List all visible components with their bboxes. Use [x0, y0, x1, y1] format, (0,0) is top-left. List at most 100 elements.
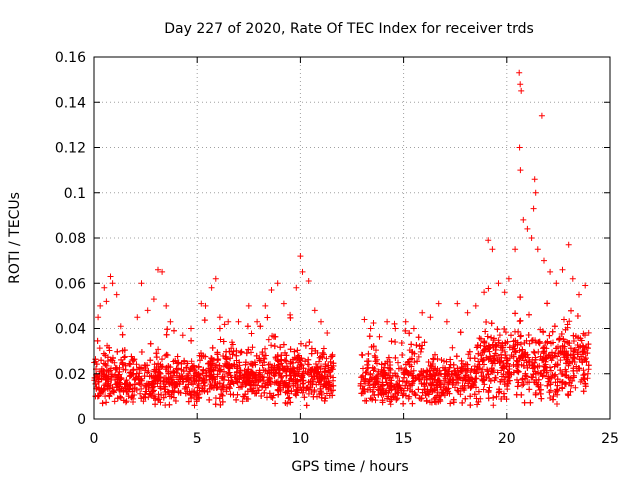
data-point — [584, 350, 591, 357]
data-point — [123, 377, 130, 384]
data-point — [552, 371, 559, 378]
data-point — [175, 359, 182, 366]
data-point — [523, 337, 530, 344]
data-point — [488, 320, 495, 327]
data-point — [569, 275, 576, 282]
data-point — [557, 378, 563, 385]
data-point — [117, 323, 124, 330]
data-point — [116, 368, 123, 375]
data-point — [538, 112, 545, 119]
data-point — [134, 314, 141, 321]
axis-ticks — [93, 56, 611, 420]
data-point — [291, 348, 298, 355]
data-point — [196, 375, 203, 381]
data-point — [188, 358, 195, 365]
data-point — [246, 372, 253, 379]
data-point — [411, 350, 418, 357]
data-point — [265, 361, 272, 368]
data-point — [430, 355, 437, 362]
data-point — [520, 381, 527, 388]
data-point — [465, 374, 472, 381]
data-point — [520, 216, 527, 223]
data-point — [419, 309, 426, 316]
data-point — [546, 352, 553, 358]
data-point — [413, 342, 420, 349]
data-point — [435, 300, 442, 307]
data-point — [248, 368, 255, 375]
data-point — [429, 375, 436, 382]
data-point — [135, 379, 142, 386]
data-point — [540, 345, 547, 352]
data-point — [94, 373, 101, 380]
data-point — [563, 360, 570, 367]
data-point — [540, 348, 547, 355]
data-point — [142, 388, 149, 395]
data-point — [570, 338, 577, 344]
data-point — [293, 284, 300, 291]
data-point — [454, 387, 461, 394]
data-point — [198, 300, 205, 307]
data-point — [580, 388, 587, 395]
data-point — [361, 316, 368, 323]
data-point — [565, 374, 572, 381]
data-point — [158, 363, 165, 370]
data-point — [402, 361, 409, 368]
data-point — [518, 341, 524, 348]
data-point — [310, 373, 317, 380]
data-point — [132, 375, 139, 382]
data-point — [506, 344, 513, 351]
data-point — [165, 363, 172, 370]
data-point — [120, 388, 127, 395]
data-point — [502, 329, 509, 336]
data-point — [359, 352, 366, 359]
data-point — [431, 395, 438, 402]
data-point — [527, 399, 534, 406]
data-point — [442, 371, 449, 378]
data-point — [374, 360, 380, 367]
data-point — [367, 325, 374, 332]
data-point — [376, 333, 383, 340]
data-point — [308, 389, 315, 395]
data-point — [503, 355, 510, 362]
data-point — [522, 349, 529, 356]
data-point — [153, 367, 160, 373]
data-point — [448, 371, 455, 378]
data-point — [554, 401, 560, 407]
data-point — [96, 386, 103, 393]
data-point — [477, 335, 484, 342]
data-point — [298, 355, 305, 362]
data-point — [233, 357, 240, 364]
data-point — [546, 389, 553, 396]
data-point — [145, 368, 152, 374]
data-point — [437, 370, 444, 377]
data-point — [365, 364, 372, 371]
data-point — [372, 381, 379, 388]
data-point — [491, 335, 497, 342]
data-point — [501, 393, 508, 400]
data-point — [327, 358, 334, 365]
data-point — [153, 350, 160, 357]
data-point — [254, 318, 261, 325]
data-point — [287, 314, 294, 321]
data-point — [208, 355, 215, 362]
data-point — [462, 395, 469, 402]
data-point — [453, 379, 460, 386]
data-point — [542, 355, 549, 362]
data-point — [131, 376, 138, 383]
data-point — [385, 370, 392, 376]
y-tick-label: 0.02 — [55, 367, 86, 383]
data-point — [497, 378, 504, 385]
data-point — [230, 380, 237, 387]
data-point — [167, 318, 174, 325]
data-point — [517, 167, 524, 174]
data-point — [435, 398, 442, 405]
data-point — [272, 400, 279, 407]
data-point — [207, 372, 214, 379]
data-point — [242, 361, 249, 368]
data-point — [230, 391, 237, 398]
data-point — [417, 348, 424, 355]
data-point — [489, 369, 496, 375]
data-point — [216, 395, 223, 402]
data-point — [398, 340, 405, 346]
data-point — [298, 386, 305, 393]
